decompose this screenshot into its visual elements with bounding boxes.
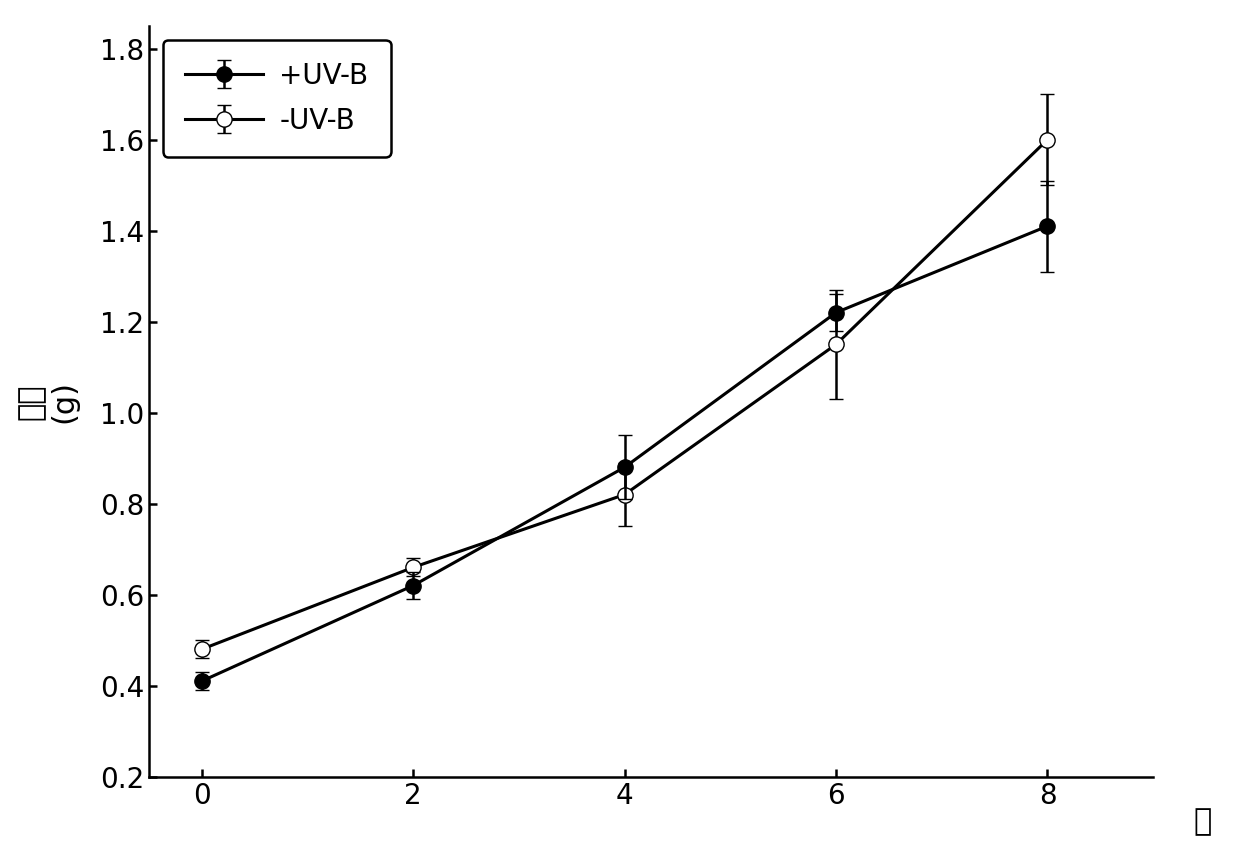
- Text: 天: 天: [1193, 807, 1211, 835]
- Y-axis label: 鲜重
(g): 鲜重 (g): [16, 380, 79, 423]
- Legend: +UV-B, -UV-B: +UV-B, -UV-B: [162, 40, 391, 157]
